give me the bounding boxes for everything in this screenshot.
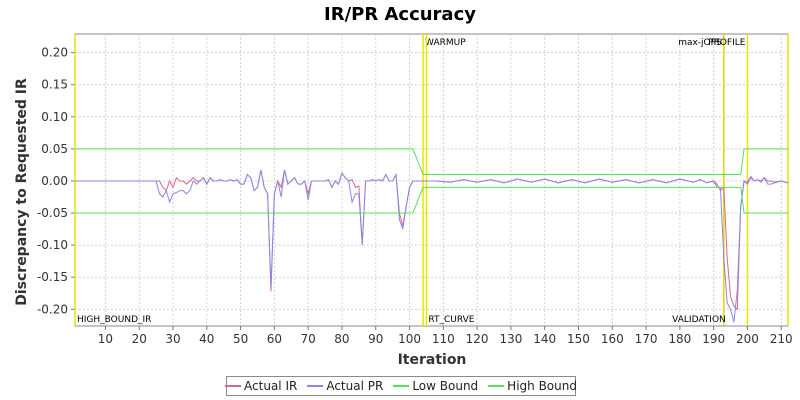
phase-marker-label: VALIDATION — [672, 315, 726, 325]
x-tick-label: 110 — [432, 332, 455, 346]
x-axis-ticks: 10 20 30 40 50 60 70 80 90 100 110 120 130 140 150 160 1… — [98, 326, 793, 346]
phase-markers: HIGH_BOUND_IR WARMUP RT_CURVE max-jOPS VALID… — [74, 34, 789, 326]
x-tick-label: 10 — [98, 332, 113, 346]
x-tick-label: 180 — [668, 332, 691, 346]
phase-marker-label: RT_CURVE — [428, 315, 474, 325]
x-tick-label: 160 — [601, 332, 624, 346]
x-tick-label: 190 — [702, 332, 725, 346]
x-tick-label: 130 — [499, 332, 522, 346]
x-tick-label: 70 — [301, 332, 316, 346]
y-axis-ticks: 0.20 0.15 0.10 0.05 0.00 -0.05 -0.10 -0.15 -0.20 — [37, 46, 75, 316]
x-tick-label: 100 — [398, 332, 421, 346]
plot-area — [74, 33, 789, 327]
legend-swatch-actual-pr — [307, 385, 324, 387]
x-tick-label: 80 — [334, 332, 349, 346]
y-tick-label: -0.10 — [37, 238, 68, 252]
y-tick-label: -0.20 — [37, 302, 68, 316]
y-tick-label: 0.20 — [41, 46, 68, 60]
y-tick-label: 0.00 — [41, 174, 68, 188]
legend-label-high-bound: High Bound — [507, 379, 577, 393]
series-line-high-bound — [75, 148, 788, 176]
phase-marker-label: HIGH_BOUND_IR — [77, 315, 151, 325]
x-tick-label: 120 — [466, 332, 489, 346]
y-tick-label: 0.15 — [41, 78, 68, 92]
phase-marker-label: WARMUP — [425, 38, 466, 48]
grid — [75, 34, 788, 326]
legend-label-actual-pr: Actual PR — [326, 379, 384, 393]
series-line-low-bound — [75, 186, 788, 214]
phase-marker-label: PROFILE — [708, 38, 746, 48]
legend-item-actual-ir: Actual IR — [225, 379, 297, 393]
chart-title: IR/PR Accuracy — [324, 4, 476, 25]
series-lines — [75, 148, 789, 323]
legend-swatch-high-bound — [488, 385, 505, 387]
x-tick-label: 50 — [233, 332, 248, 346]
x-tick-label: 140 — [533, 332, 556, 346]
x-tick-label: 170 — [635, 332, 658, 346]
legend-item-low-bound: Low Bound — [393, 379, 478, 393]
x-tick-label: 150 — [567, 332, 590, 346]
legend: Actual IR Actual PR Low Bound High Bound — [225, 376, 577, 396]
x-tick-label: 60 — [267, 332, 282, 346]
legend-swatch-low-bound — [393, 385, 410, 387]
y-tick-label: 0.10 — [41, 110, 68, 124]
legend-swatch-actual-ir — [225, 385, 242, 387]
x-tick-label: 30 — [165, 332, 180, 346]
x-tick-label: 20 — [132, 332, 147, 346]
series-line-actual-pr — [75, 169, 789, 323]
legend-item-actual-pr: Actual PR — [307, 379, 383, 393]
phase-marker-label: max-jOPS — [678, 38, 722, 48]
x-tick-label: 40 — [199, 332, 214, 346]
legend-label-actual-ir: Actual IR — [244, 379, 298, 393]
x-axis-label: Iteration — [398, 352, 467, 368]
y-axis-label: Discrepancy to Requested IR — [14, 78, 30, 306]
y-tick-label: 0.05 — [41, 142, 68, 156]
x-tick-label: 210 — [770, 332, 793, 346]
legend-label-low-bound: Low Bound — [412, 379, 479, 393]
y-tick-label: -0.15 — [37, 270, 68, 284]
legend-item-high-bound: High Bound — [488, 379, 577, 393]
y-tick-label: -0.05 — [37, 206, 68, 220]
x-tick-label: 200 — [736, 332, 759, 346]
x-tick-label: 90 — [368, 332, 383, 346]
